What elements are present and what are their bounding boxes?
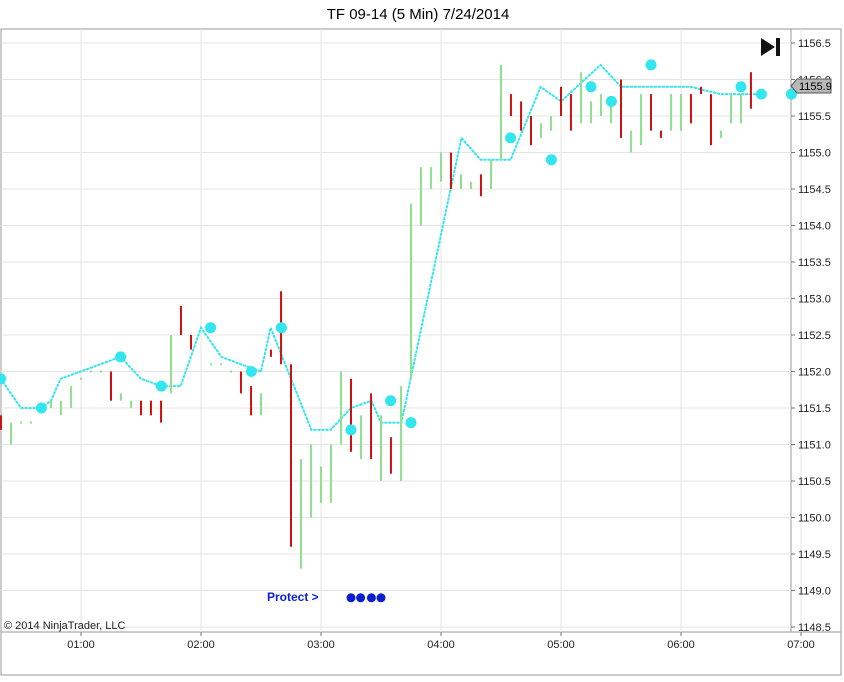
y-tick-label: 1154.5 [798, 184, 831, 196]
last-price-label: 1155.9 [799, 81, 832, 93]
x-tick-label: 05:00 [547, 639, 575, 651]
x-tick-label: 04:00 [427, 639, 455, 651]
trail-stop-dot [155, 380, 167, 392]
trail-stop-dot [35, 402, 47, 414]
y-tick-label: 1153.5 [798, 257, 831, 269]
price-axis[interactable]: 1156.51156.01155.51155.01154.51154.01153… [791, 38, 831, 634]
y-tick-label: 1156.5 [798, 38, 831, 50]
last-price-tag-shape [790, 78, 832, 94]
skip-to-end-arrow [761, 38, 775, 56]
trail-stop-dot [115, 351, 127, 363]
y-tick-label: 1151.5 [798, 403, 831, 415]
trail-stop-dot [505, 132, 517, 144]
y-tick-label: 1148.5 [798, 622, 831, 634]
trail-stop-dot [345, 424, 357, 436]
y-tick-label: 1153.0 [798, 294, 831, 306]
trail-stop-dot [245, 366, 257, 377]
time-axis[interactable]: 01:00 02:00 03:00 04:00 05:00 06:00 07:00 [67, 632, 815, 651]
x-tick-label: 03:00 [307, 639, 335, 651]
chart-title: TF 09-14 (5 Min) 7/24/2014 [327, 6, 510, 23]
y-tick-label: 1154.0 [798, 221, 831, 233]
plot-frame [0, 28, 842, 676]
y-tick-label: 1150.0 [798, 513, 831, 525]
trail-stop-dot [275, 322, 287, 334]
x-tick-label: 07:00 [787, 639, 815, 651]
trail-stop-path [0, 63, 763, 431]
trail-stop-dot [405, 417, 417, 429]
y-tick-label: 1149.5 [798, 549, 831, 561]
x-tick-label: 06:00 [667, 639, 695, 651]
y-tick-label: 1151.0 [798, 440, 831, 452]
trail-stop-dot [785, 88, 797, 100]
trail-stop-dot [645, 59, 657, 71]
protect-dot [366, 593, 376, 603]
trail-stop-dot [0, 373, 7, 385]
copyright-text: © 2014 NinjaTrader, LLC [4, 620, 125, 632]
y-tick-label: 1152.5 [798, 330, 831, 342]
price-bars [0, 64, 752, 569]
trail-stop-dot [605, 95, 617, 107]
trail-stop-dot [735, 81, 747, 93]
protect-dot [376, 593, 386, 603]
protect-label: Protect > [267, 590, 319, 604]
last-price-tag: 1155.9 [790, 78, 832, 94]
trail-stop-dot [585, 81, 597, 93]
trail-stop-dot [385, 395, 397, 407]
skip-to-end-icon[interactable] [761, 38, 780, 56]
y-tick-label: 1150.5 [798, 476, 831, 488]
trail-stop-dots [0, 59, 797, 436]
y-tick-label: 1149.0 [798, 586, 831, 598]
y-tick-label: 1155.5 [798, 111, 831, 123]
protect-dot [346, 593, 356, 603]
protect-marker: Protect > [267, 590, 386, 604]
skip-to-end-bar [776, 38, 780, 56]
x-tick-label: 01:00 [67, 639, 95, 651]
protect-dot [356, 593, 366, 603]
trail-stop-dot [545, 154, 557, 166]
x-tick-label: 02:00 [187, 639, 215, 651]
trail-stop-line [0, 63, 763, 431]
trail-stop-dot [755, 88, 767, 100]
y-tick-label: 1155.0 [798, 148, 831, 160]
grid [1, 29, 802, 632]
y-tick-label: 1152.0 [798, 367, 831, 379]
trail-stop-dot [205, 322, 217, 334]
